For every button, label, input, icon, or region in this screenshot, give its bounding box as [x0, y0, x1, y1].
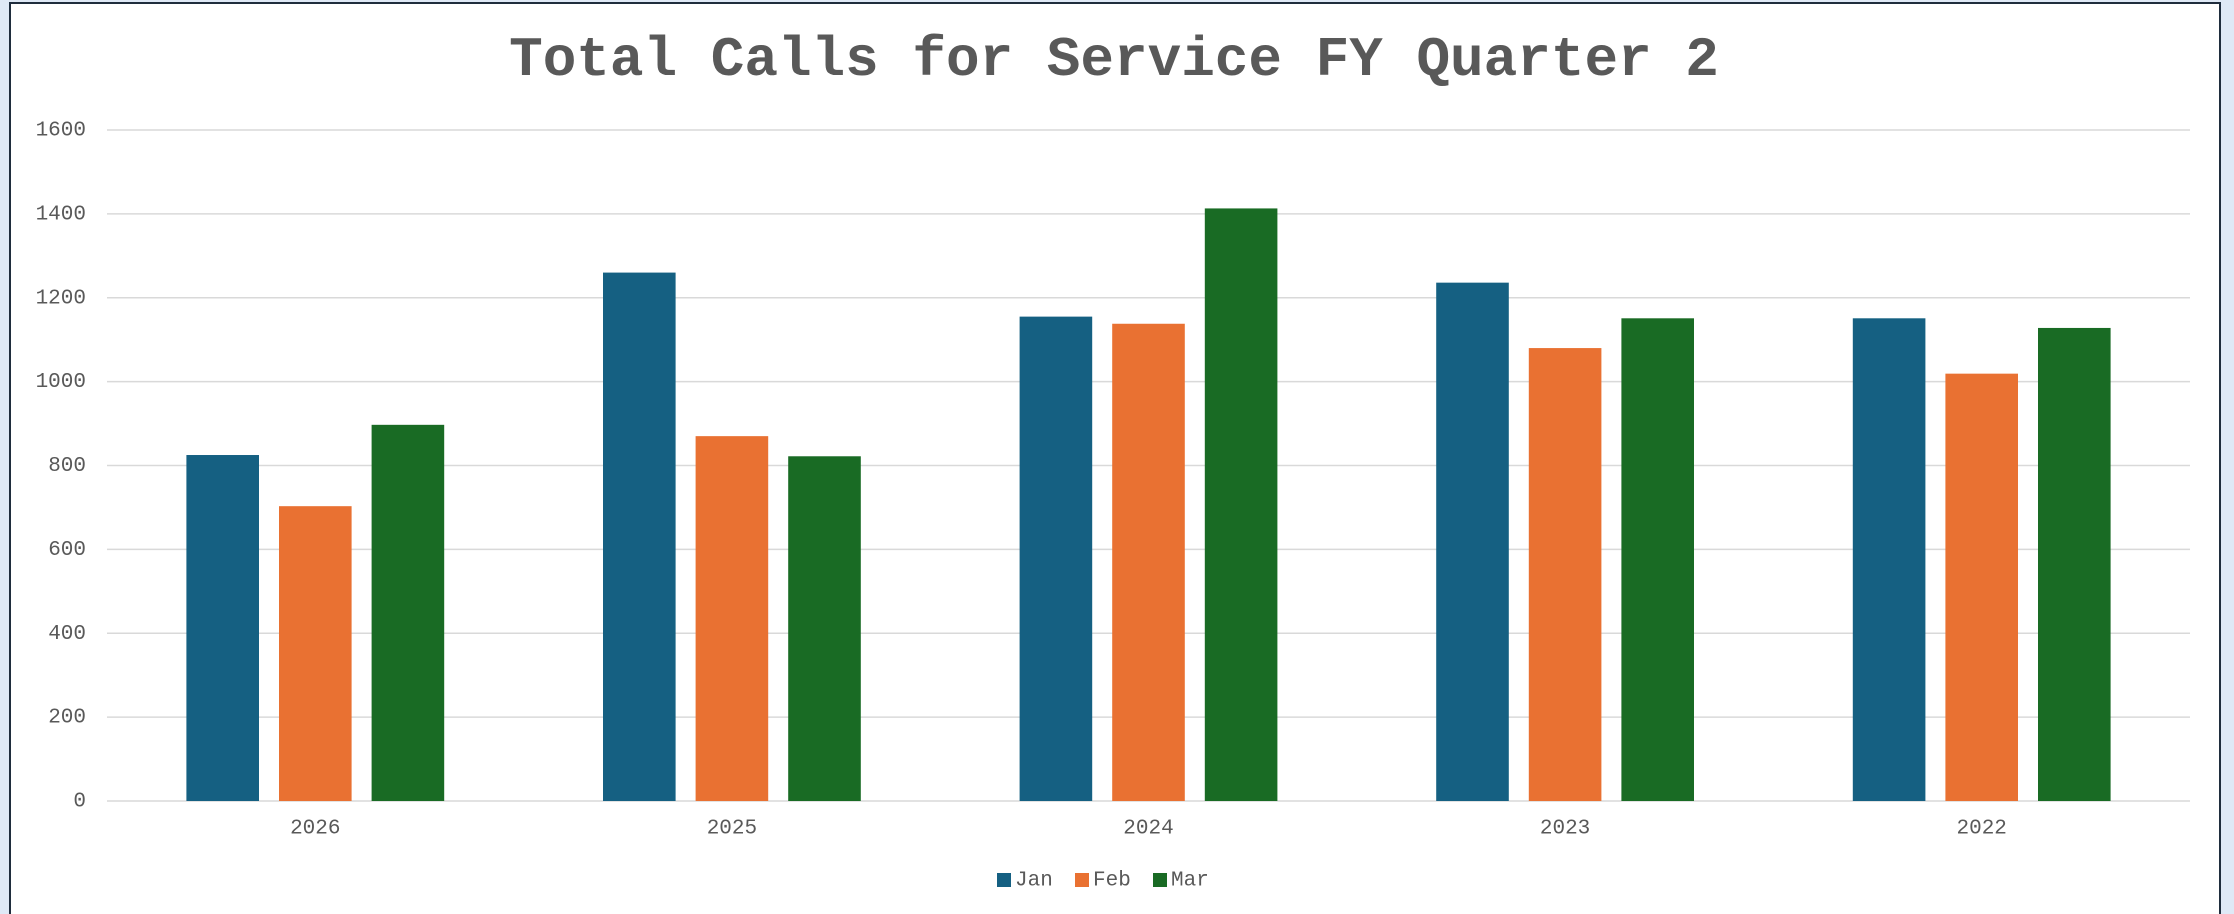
- bar: [1436, 282, 1509, 802]
- legend-swatch: [1153, 873, 1167, 887]
- y-tick-label: 800: [48, 455, 86, 478]
- x-tick-label: 2022: [1956, 818, 2006, 841]
- bar: [1945, 373, 2018, 801]
- y-tick-label: 400: [48, 623, 86, 646]
- y-tick-label: 0: [73, 791, 86, 814]
- legend-swatch: [1075, 873, 1089, 887]
- bar: [279, 506, 352, 801]
- y-tick-label: 1200: [36, 287, 86, 310]
- bar: [603, 272, 676, 801]
- bar: [2038, 327, 2111, 801]
- legend-label: Mar: [1171, 870, 1209, 893]
- legend-label: Feb: [1093, 870, 1131, 893]
- bar: [371, 424, 445, 801]
- bar: [695, 436, 769, 801]
- y-tick-label: 1400: [36, 203, 86, 226]
- legend-label: Jan: [1015, 870, 1053, 893]
- y-tick-label: 200: [48, 707, 86, 730]
- y-tick-label: 600: [48, 539, 86, 562]
- bar: [1112, 323, 1185, 801]
- x-tick-label: 2023: [1540, 818, 1590, 841]
- bar: [1852, 318, 1926, 801]
- bar: [788, 456, 861, 801]
- bar: [186, 455, 259, 801]
- bar: [1528, 348, 1602, 801]
- bar: [1019, 316, 1093, 801]
- x-tick-label: 2024: [1123, 818, 1173, 841]
- y-tick-label: 1000: [36, 371, 86, 394]
- y-tick-label: 1600: [36, 120, 86, 143]
- chart-title: Total Calls for Service FY Quarter 2: [509, 28, 1719, 92]
- bar: [1621, 318, 1694, 801]
- x-tick-label: 2025: [707, 818, 757, 841]
- bar: [1204, 208, 1278, 802]
- x-tick-label: 2026: [290, 818, 340, 841]
- legend-swatch: [997, 873, 1011, 887]
